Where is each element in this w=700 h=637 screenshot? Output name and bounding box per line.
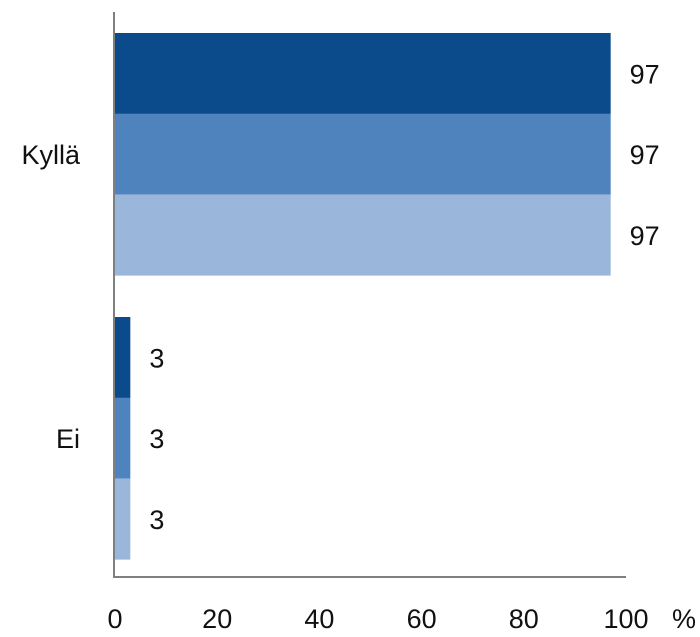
bar-ei-3 [115, 478, 131, 560]
x-tick-label-20: 20 [202, 604, 232, 634]
category-label-kylla: Kyllä [21, 140, 81, 170]
data-label-kylla-1: 97 [630, 59, 660, 89]
x-unit-label: % [672, 604, 696, 634]
bar-kylla-3 [115, 194, 611, 276]
category-labels-group: Kyllä Ei [21, 140, 81, 454]
x-tick-label-40: 40 [304, 604, 334, 634]
bars-group [115, 33, 611, 560]
x-tick-label-80: 80 [509, 604, 539, 634]
data-label-ei-1: 3 [149, 343, 164, 373]
bar-ei-1 [115, 317, 131, 399]
data-label-ei-2: 3 [149, 424, 164, 454]
data-label-kylla-3: 97 [630, 221, 660, 251]
data-label-kylla-2: 97 [630, 140, 660, 170]
bar-kylla-1 [115, 33, 611, 115]
category-label-ei: Ei [56, 424, 80, 454]
bar-ei-2 [115, 397, 131, 479]
data-label-ei-3: 3 [149, 505, 164, 535]
x-tick-labels-group: 0 20 40 60 80 100 [107, 604, 648, 634]
bar-kylla-2 [115, 113, 611, 195]
data-labels-group: 97 97 97 3 3 3 [149, 59, 659, 534]
x-tick-label-0: 0 [107, 604, 122, 634]
x-tick-label-100: 100 [603, 604, 648, 634]
x-tick-label-60: 60 [407, 604, 437, 634]
